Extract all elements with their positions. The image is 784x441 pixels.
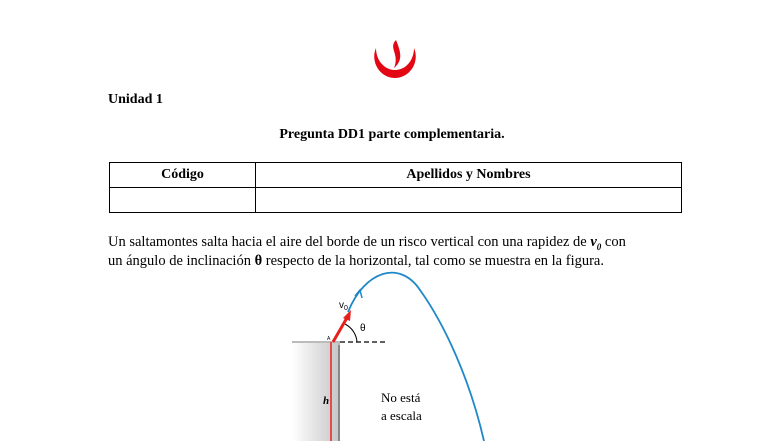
page-title: Pregunta DD1 parte complementaria. (279, 127, 505, 142)
theta-label: θ (360, 323, 366, 334)
v0-label: v0 (339, 300, 348, 312)
header-nombres: Apellidos y Nombres (255, 162, 682, 188)
logo-icon (374, 40, 416, 78)
unit-heading: Unidad 1 (108, 92, 163, 107)
nombres-cell[interactable] (255, 187, 682, 213)
paragraph-line-2: un ángulo de inclinación θ respecto de l… (108, 253, 604, 269)
paragraph-line-1: Un saltamontes salta hacia el aire del b… (108, 234, 626, 252)
height-label: h (323, 395, 329, 407)
point-a-label: A (327, 336, 331, 342)
codigo-cell[interactable] (109, 187, 256, 213)
scale-note-2: a escala (381, 408, 422, 423)
student-info-table: Código Apellidos y Nombres (109, 162, 682, 213)
scale-note-1: No está (381, 390, 421, 405)
